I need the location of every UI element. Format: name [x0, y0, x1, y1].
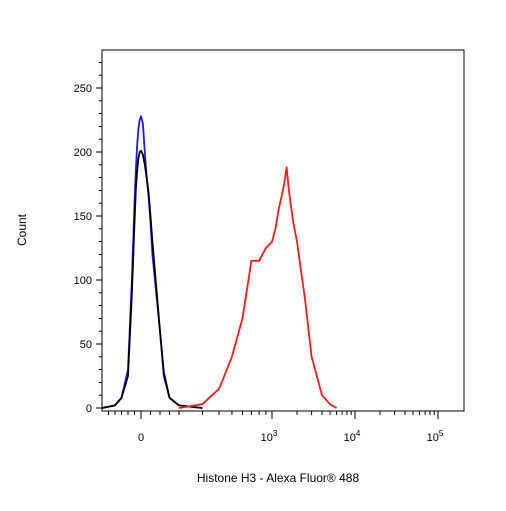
x-tick-label: 105	[427, 429, 444, 444]
y-tick-label: 0	[86, 403, 92, 415]
y-axis: 0 50 100 150 200 250	[74, 61, 102, 415]
series-layer	[101, 115, 338, 409]
y-tick-label: 250	[74, 83, 92, 95]
series-line	[101, 115, 203, 409]
x-tick-label: 0	[138, 432, 144, 444]
y-tick-label: 150	[74, 211, 92, 223]
y-tick-label: 200	[74, 147, 92, 159]
y-tick-label: 100	[74, 275, 92, 287]
x-axis-label: Histone H3 - Alexa Fluor® 488	[197, 471, 360, 485]
plot-frame	[101, 49, 465, 412]
series-line	[178, 166, 338, 409]
x-tick-label: 103	[261, 429, 278, 444]
series-line	[101, 149, 203, 409]
y-tick-label: 50	[80, 339, 92, 351]
x-tick-label: 104	[344, 429, 361, 444]
x-axis: 0 103 104 105	[108, 411, 444, 444]
y-axis-label: Count	[15, 213, 29, 246]
